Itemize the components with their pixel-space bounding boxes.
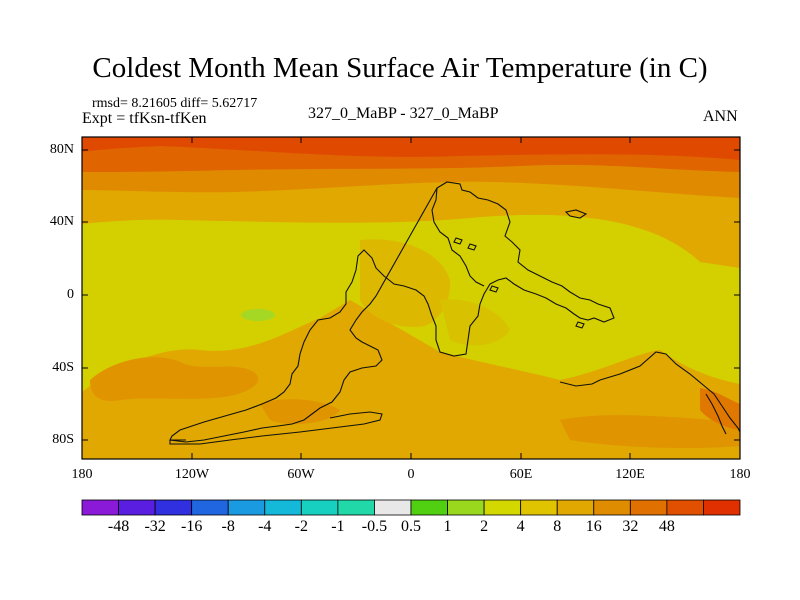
colorbar-swatch: [410, 499, 448, 516]
colorbar-swatch: [154, 499, 193, 516]
field-south-dark-2: [260, 399, 340, 425]
colorbar-swatch: [337, 499, 375, 516]
colorbar-label: 0.5: [401, 518, 421, 535]
colorbar-label: -8: [221, 518, 235, 535]
plot-title: Coldest Month Mean Surface Air Temperatu…: [92, 52, 708, 84]
colorbar-label: -32: [144, 518, 166, 535]
x-tick-label: 120E: [615, 467, 645, 482]
season-label: ANN: [703, 108, 738, 125]
colorbar-label: 16: [585, 518, 602, 535]
colorbar-label: 4: [516, 518, 525, 535]
colorbar-label: -4: [258, 518, 272, 535]
colorbar-swatch: [520, 499, 558, 516]
field-land-interior: [360, 239, 451, 327]
x-tick-label: 180: [729, 467, 751, 482]
colorbar-label: -1: [331, 518, 345, 535]
y-tick-label: 0: [67, 287, 74, 302]
colorbar-label: 2: [480, 518, 489, 535]
colorbar-label: -0.5: [361, 518, 388, 535]
y-tick-label: 40S: [52, 360, 74, 375]
colorbar-label: 8: [553, 518, 562, 535]
colorbar-label: 48: [658, 518, 675, 535]
colorbar-swatch: [118, 499, 156, 516]
experiment-label: Expt = tfKsn-tfKen: [82, 110, 207, 127]
colorbar-label: 32: [622, 518, 639, 535]
colorbar-swatch: [300, 499, 339, 516]
colorbar: [81, 499, 741, 516]
period-label: 327_0_MaBP - 327_0_MaBP: [308, 105, 499, 122]
colorbar-label: -48: [107, 518, 130, 535]
colorbar-swatch: [191, 499, 229, 516]
x-tick-label: 120W: [174, 467, 210, 482]
colorbar-swatch: [447, 499, 485, 516]
colorbar-swatch: [703, 499, 741, 516]
x-tick-label: 0: [407, 467, 415, 482]
colorbar-swatch: [556, 499, 595, 516]
field-south-dark-1: [90, 357, 259, 402]
field-south-dark-3: [560, 415, 740, 448]
x-tick-label: 60W: [287, 467, 315, 482]
colorbar-label: 1: [443, 518, 452, 535]
colorbar-swatch: [374, 499, 412, 516]
y-tick-marks: [82, 149, 740, 441]
y-tick-label: 40N: [49, 214, 74, 229]
colorbar-swatch: [483, 499, 522, 516]
colorbar-label: -16: [180, 518, 203, 535]
x-tick-marks: [81, 137, 741, 459]
colorbar-swatch: [593, 499, 631, 516]
colorbar-swatch: [629, 499, 668, 516]
continent-outlines: [169, 181, 740, 445]
field-band-80n: [82, 137, 740, 160]
x-tick-label: 60E: [509, 467, 533, 482]
colorbar-swatch: [81, 499, 119, 516]
colorbar-label: -2: [294, 518, 308, 535]
colorbar-swatch: [227, 499, 266, 516]
y-tick-label: 80N: [49, 142, 74, 157]
y-tick-label: 80S: [52, 432, 74, 447]
colorbar-swatch: [264, 499, 302, 516]
colorbar-swatch: [666, 499, 704, 516]
stats-label: rmsd= 8.21605 diff= 5.62717: [92, 96, 258, 111]
field-land-east: [440, 299, 510, 346]
x-tick-label: 180: [71, 467, 93, 482]
field-green-patch: [241, 309, 275, 321]
field-south-dark-4: [700, 388, 740, 430]
map-field: [82, 137, 740, 459]
